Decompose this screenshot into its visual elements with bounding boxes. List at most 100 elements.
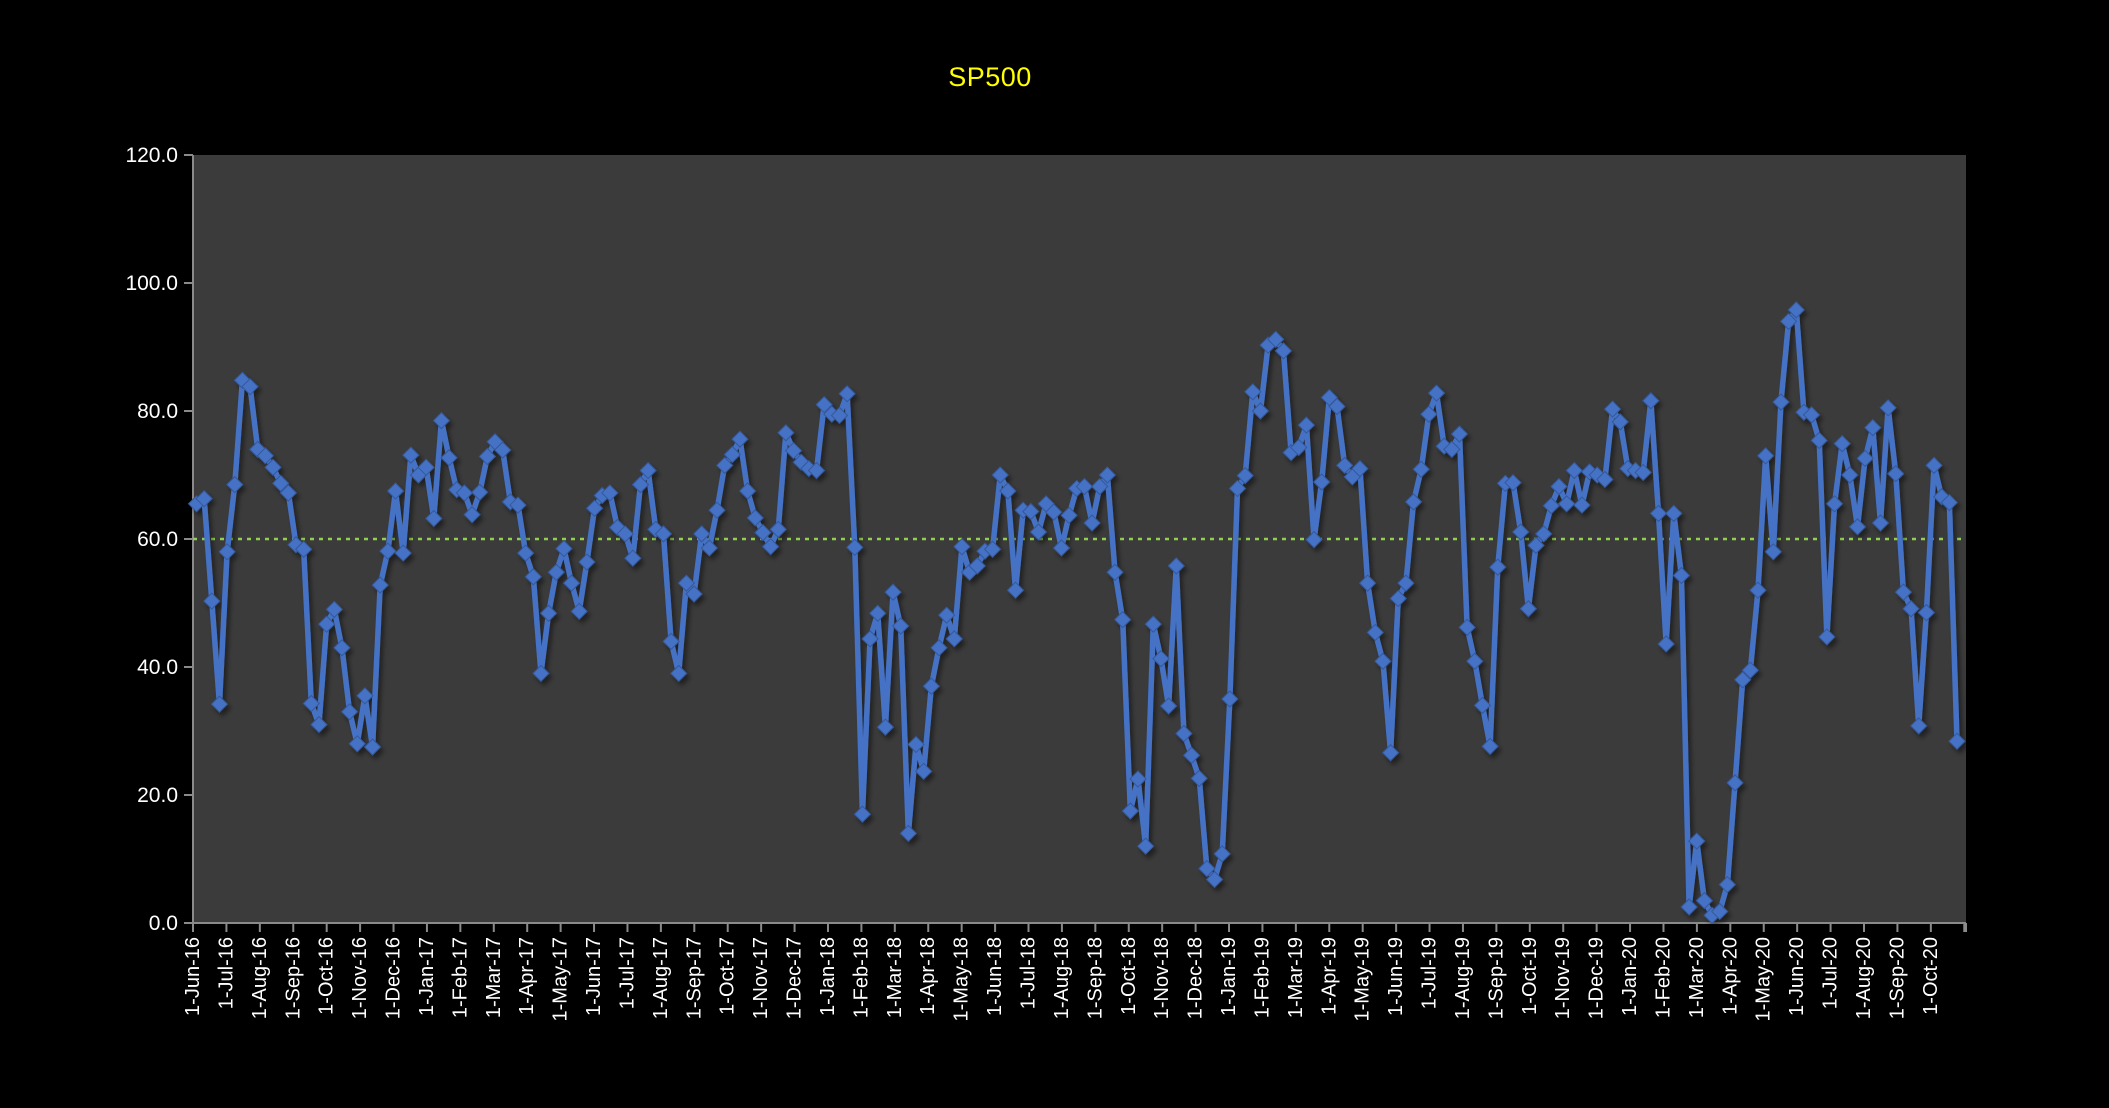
data-point-marker xyxy=(937,606,956,624)
x-axis-label: 1-Apr-20 xyxy=(1719,937,1741,1015)
data-point-marker xyxy=(1948,732,1966,750)
data-point-marker xyxy=(1213,845,1231,863)
data-point-marker xyxy=(1328,397,1346,416)
data-point-marker xyxy=(1534,525,1553,543)
x-axis-label: 1-Jun-17 xyxy=(583,937,605,1016)
data-point-marker xyxy=(256,447,275,465)
x-axis-label: 1-Aug-19 xyxy=(1452,937,1474,1019)
data-point-marker xyxy=(294,540,313,558)
data-point-marker xyxy=(631,475,650,494)
data-point-marker xyxy=(1787,301,1805,319)
y-axis-label: 100.0 xyxy=(125,272,178,295)
data-point-marker xyxy=(930,639,948,657)
data-point-marker xyxy=(417,458,435,477)
data-point-marker xyxy=(1404,493,1423,511)
x-axis-label: 1-Jul-17 xyxy=(616,937,638,1009)
data-point-marker xyxy=(723,445,742,464)
data-point-marker xyxy=(1397,574,1415,592)
data-point-marker xyxy=(340,703,359,721)
data-point-marker xyxy=(509,496,527,514)
data-point-marker xyxy=(731,430,749,448)
data-point-marker xyxy=(356,687,374,705)
data-point-marker xyxy=(715,456,734,475)
data-point-marker xyxy=(838,385,856,403)
data-point-marker xyxy=(1450,425,1469,443)
x-axis-label: 1-Jul-19 xyxy=(1419,937,1441,1009)
x-axis-label: 1-Jun-19 xyxy=(1385,937,1407,1016)
x-axis-label: 1-Aug-16 xyxy=(249,937,271,1019)
data-point-marker xyxy=(1917,603,1936,622)
data-point-marker xyxy=(333,639,351,657)
data-point-marker xyxy=(1680,898,1698,916)
data-point-marker xyxy=(1879,399,1897,417)
data-point-marker xyxy=(761,537,780,556)
data-point-marker xyxy=(302,694,321,713)
x-axis-label: 1-Sep-17 xyxy=(683,937,705,1019)
data-point-marker xyxy=(1764,543,1783,561)
data-point-marker xyxy=(1887,465,1905,483)
data-point-marker xyxy=(547,563,565,581)
data-point-marker xyxy=(784,441,803,460)
x-axis-label: 1-Jul-18 xyxy=(1018,937,1040,1009)
data-point-marker xyxy=(1190,769,1208,788)
data-point-marker xyxy=(1772,393,1790,411)
data-point-marker xyxy=(1075,477,1094,496)
x-axis-label: 1-Apr-18 xyxy=(917,937,939,1015)
data-point-marker xyxy=(1718,875,1737,894)
data-point-marker xyxy=(1420,405,1438,423)
x-axis-label: 1-Jan-19 xyxy=(1218,937,1240,1016)
x-axis-label: 1-Dec-18 xyxy=(1185,937,1207,1019)
data-point-marker xyxy=(830,406,849,425)
x-axis-label: 1-Feb-20 xyxy=(1652,937,1674,1018)
data-point-marker xyxy=(1083,514,1101,532)
x-axis-label: 1-Oct-16 xyxy=(316,937,338,1015)
data-point-marker xyxy=(922,677,941,695)
data-point-marker xyxy=(463,505,481,524)
data-point-marker xyxy=(1596,470,1614,489)
x-axis-label: 1-Sep-16 xyxy=(282,937,304,1019)
data-point-marker xyxy=(853,805,872,823)
data-point-marker xyxy=(432,411,451,430)
x-axis-label: 1-Oct-20 xyxy=(1920,937,1942,1015)
data-point-marker xyxy=(968,557,986,575)
data-point-marker xyxy=(1657,635,1675,653)
data-point-marker xyxy=(363,738,382,756)
data-point-marker xyxy=(249,440,267,459)
x-axis-label: 1-Jun-20 xyxy=(1786,937,1808,1016)
data-point-marker xyxy=(1052,539,1071,557)
data-point-marker xyxy=(1695,891,1714,910)
data-point-marker xyxy=(1366,623,1384,642)
data-point-marker xyxy=(524,568,542,586)
data-point-marker xyxy=(562,574,581,592)
data-point-marker xyxy=(1688,832,1706,850)
x-axis-label: 1-Feb-17 xyxy=(449,937,471,1018)
data-point-marker xyxy=(1511,523,1530,541)
data-point-marker xyxy=(1351,459,1369,478)
data-point-marker xyxy=(861,630,879,648)
x-axis-label: 1-Dec-17 xyxy=(784,937,806,1019)
data-point-marker xyxy=(1029,523,1048,541)
data-point-marker xyxy=(555,539,573,558)
data-point-marker xyxy=(1060,506,1078,525)
data-point-marker xyxy=(1940,493,1959,512)
data-point-marker xyxy=(777,424,795,442)
data-point-marker xyxy=(317,615,336,633)
x-axis-label: 1-May-17 xyxy=(550,937,572,1021)
data-point-marker xyxy=(1221,690,1239,708)
data-point-marker xyxy=(310,715,328,734)
data-point-marker xyxy=(1167,557,1185,575)
data-point-marker xyxy=(869,604,887,622)
x-axis-label: 1-Jun-18 xyxy=(984,937,1006,1016)
data-point-marker xyxy=(1389,589,1407,608)
data-point-marker xyxy=(983,540,1002,558)
x-axis-label: 1-Mar-17 xyxy=(483,937,505,1018)
data-point-marker xyxy=(493,441,512,459)
data-point-marker xyxy=(999,482,1017,500)
data-point-marker xyxy=(516,544,535,562)
data-point-marker xyxy=(425,509,443,528)
data-point-marker xyxy=(348,735,366,753)
x-axis-label: 1-Mar-19 xyxy=(1285,937,1307,1018)
data-point-marker xyxy=(1244,383,1262,401)
data-point-marker xyxy=(1358,574,1377,592)
